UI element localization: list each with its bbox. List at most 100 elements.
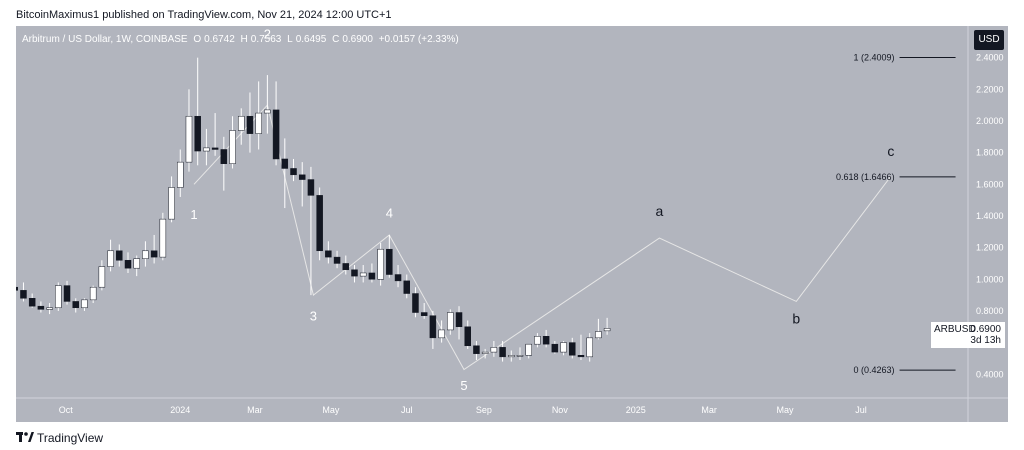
candle-body <box>438 329 445 339</box>
currency-button[interactable]: USD <box>974 30 1004 50</box>
candle-body <box>516 355 524 357</box>
candle-body <box>168 187 175 220</box>
candle-body <box>455 312 463 328</box>
candle-body <box>359 272 367 277</box>
candle-body <box>394 274 402 282</box>
candle-body <box>525 343 532 356</box>
candle-body <box>499 347 506 358</box>
candle-body <box>98 266 106 288</box>
low-label: L <box>287 34 293 45</box>
x-tick-label: May <box>777 405 795 415</box>
candle-body <box>220 149 228 164</box>
tradingview-logo-icon[interactable] <box>16 431 34 445</box>
price-tag-value: 0.6900 <box>970 324 1001 335</box>
y-tick-label: 2.0000 <box>976 116 1004 126</box>
candle-body <box>534 336 541 345</box>
candle-body <box>473 345 480 354</box>
candle-body <box>20 290 27 299</box>
candle-body <box>46 307 53 310</box>
candle-body <box>28 298 36 307</box>
candle-body <box>464 326 471 347</box>
price-tag: ARBUSD 0.6900 3d 13h <box>931 322 1005 348</box>
x-tick-label: Oct <box>59 405 74 415</box>
candle-body <box>37 305 45 310</box>
candle-body <box>133 258 140 269</box>
candle-body <box>142 250 149 259</box>
close-label: C <box>332 34 340 45</box>
candle-body <box>177 161 184 188</box>
footer-brand[interactable]: TradingView <box>37 431 104 445</box>
candle-body <box>116 250 123 261</box>
x-tick-label: Sep <box>476 405 492 415</box>
x-tick-label: Mar <box>701 405 717 415</box>
y-tick-label: 1.6000 <box>976 179 1004 189</box>
candle-body <box>203 147 210 152</box>
wave-label: 4 <box>386 206 393 221</box>
y-tick-label: 0.4000 <box>976 369 1004 379</box>
candle-body <box>89 286 97 301</box>
candle-body <box>403 280 411 294</box>
candle-body <box>368 272 376 280</box>
x-tick-label: Nov <box>552 405 569 415</box>
candle-body <box>124 260 132 269</box>
high-label: H <box>240 34 248 45</box>
candle-body <box>237 115 245 131</box>
candle-body <box>595 331 602 339</box>
candle-body <box>551 343 559 353</box>
candle-body <box>569 342 576 356</box>
wave-label: a <box>655 203 663 219</box>
y-tick-label: 2.2000 <box>976 84 1004 94</box>
candle-body <box>412 293 419 313</box>
x-tick-label: Jul <box>401 405 413 415</box>
symbol-name: Arbitrum / US Dollar, 1W, COINBASE <box>22 34 188 45</box>
price-tag-symbol: ARBUSD <box>934 324 976 335</box>
candle-body <box>325 250 332 258</box>
y-tick-label: 1.8000 <box>976 148 1004 158</box>
high-value: 0.7563 <box>250 34 282 45</box>
candle-body <box>508 355 515 358</box>
change-value: +0.0157 (+2.33%) <box>378 34 459 45</box>
open-value: 0.6742 <box>204 34 235 45</box>
low-value: 0.6495 <box>295 34 327 45</box>
candle-body <box>107 250 114 267</box>
x-tick-label: Mar <box>247 405 263 415</box>
candle-body <box>159 218 167 258</box>
candle-body <box>81 299 88 309</box>
x-tick-label: May <box>322 405 340 415</box>
wave-label: 5 <box>460 378 467 393</box>
candle-body <box>490 347 498 353</box>
fib-level-label: 1 (2.4009) <box>854 53 895 63</box>
candle-body <box>63 285 71 302</box>
symbol-header: Arbitrum / US Dollar, 1W, COINBASE O 0.67… <box>22 34 462 45</box>
candle-body <box>603 328 611 332</box>
candle-body <box>72 301 79 309</box>
candle-body <box>481 351 489 354</box>
candle-body <box>16 286 19 291</box>
candle-body <box>351 269 358 277</box>
y-tick-label: 0.8000 <box>976 306 1004 316</box>
candle-body <box>194 115 201 152</box>
candle-body <box>272 109 280 160</box>
open-label: O <box>193 34 202 45</box>
x-tick-label: 2025 <box>626 405 646 415</box>
price-chart[interactable]: 2.4000 2.2000 2.0000 1.8000 1.6000 1.4000 1.20… <box>16 26 1008 422</box>
candle-body <box>246 115 254 134</box>
y-tick-label: 2.4000 <box>976 53 1004 63</box>
y-tick-label: 1.2000 <box>976 243 1004 253</box>
price-tag-countdown: 3d 13h <box>970 335 1001 346</box>
candle-body <box>342 263 350 271</box>
candle-body <box>307 179 315 196</box>
candle-body <box>55 285 62 309</box>
candle-body <box>542 336 550 345</box>
chart-frame: 2.4000 2.2000 2.0000 1.8000 1.6000 1.4000 1.20… <box>16 26 1008 422</box>
wave-label: c <box>887 143 894 159</box>
wave-label: 2 <box>264 27 271 42</box>
y-tick-label: 1.0000 <box>976 274 1004 284</box>
candle-body <box>429 315 437 339</box>
candle-body <box>377 248 384 280</box>
candle-body <box>211 147 219 150</box>
candle-body <box>586 337 593 358</box>
footer: TradingView <box>16 431 103 445</box>
publisher-line: BitcoinMaximus1 published on TradingView… <box>16 9 392 21</box>
wave-label: 1 <box>190 207 197 222</box>
